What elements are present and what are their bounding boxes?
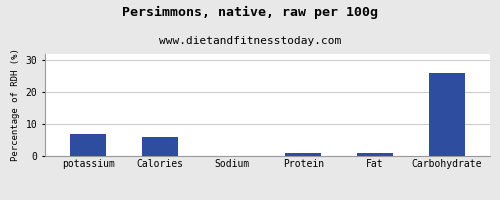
Y-axis label: Percentage of RDH (%): Percentage of RDH (%) — [11, 49, 20, 161]
Bar — [142, 137, 178, 156]
Bar — [357, 153, 393, 156]
Bar — [286, 153, 322, 156]
Text: Persimmons, native, raw per 100g: Persimmons, native, raw per 100g — [122, 6, 378, 19]
Text: www.dietandfitnesstoday.com: www.dietandfitnesstoday.com — [159, 36, 341, 46]
Bar — [70, 134, 106, 156]
Bar — [429, 73, 465, 156]
